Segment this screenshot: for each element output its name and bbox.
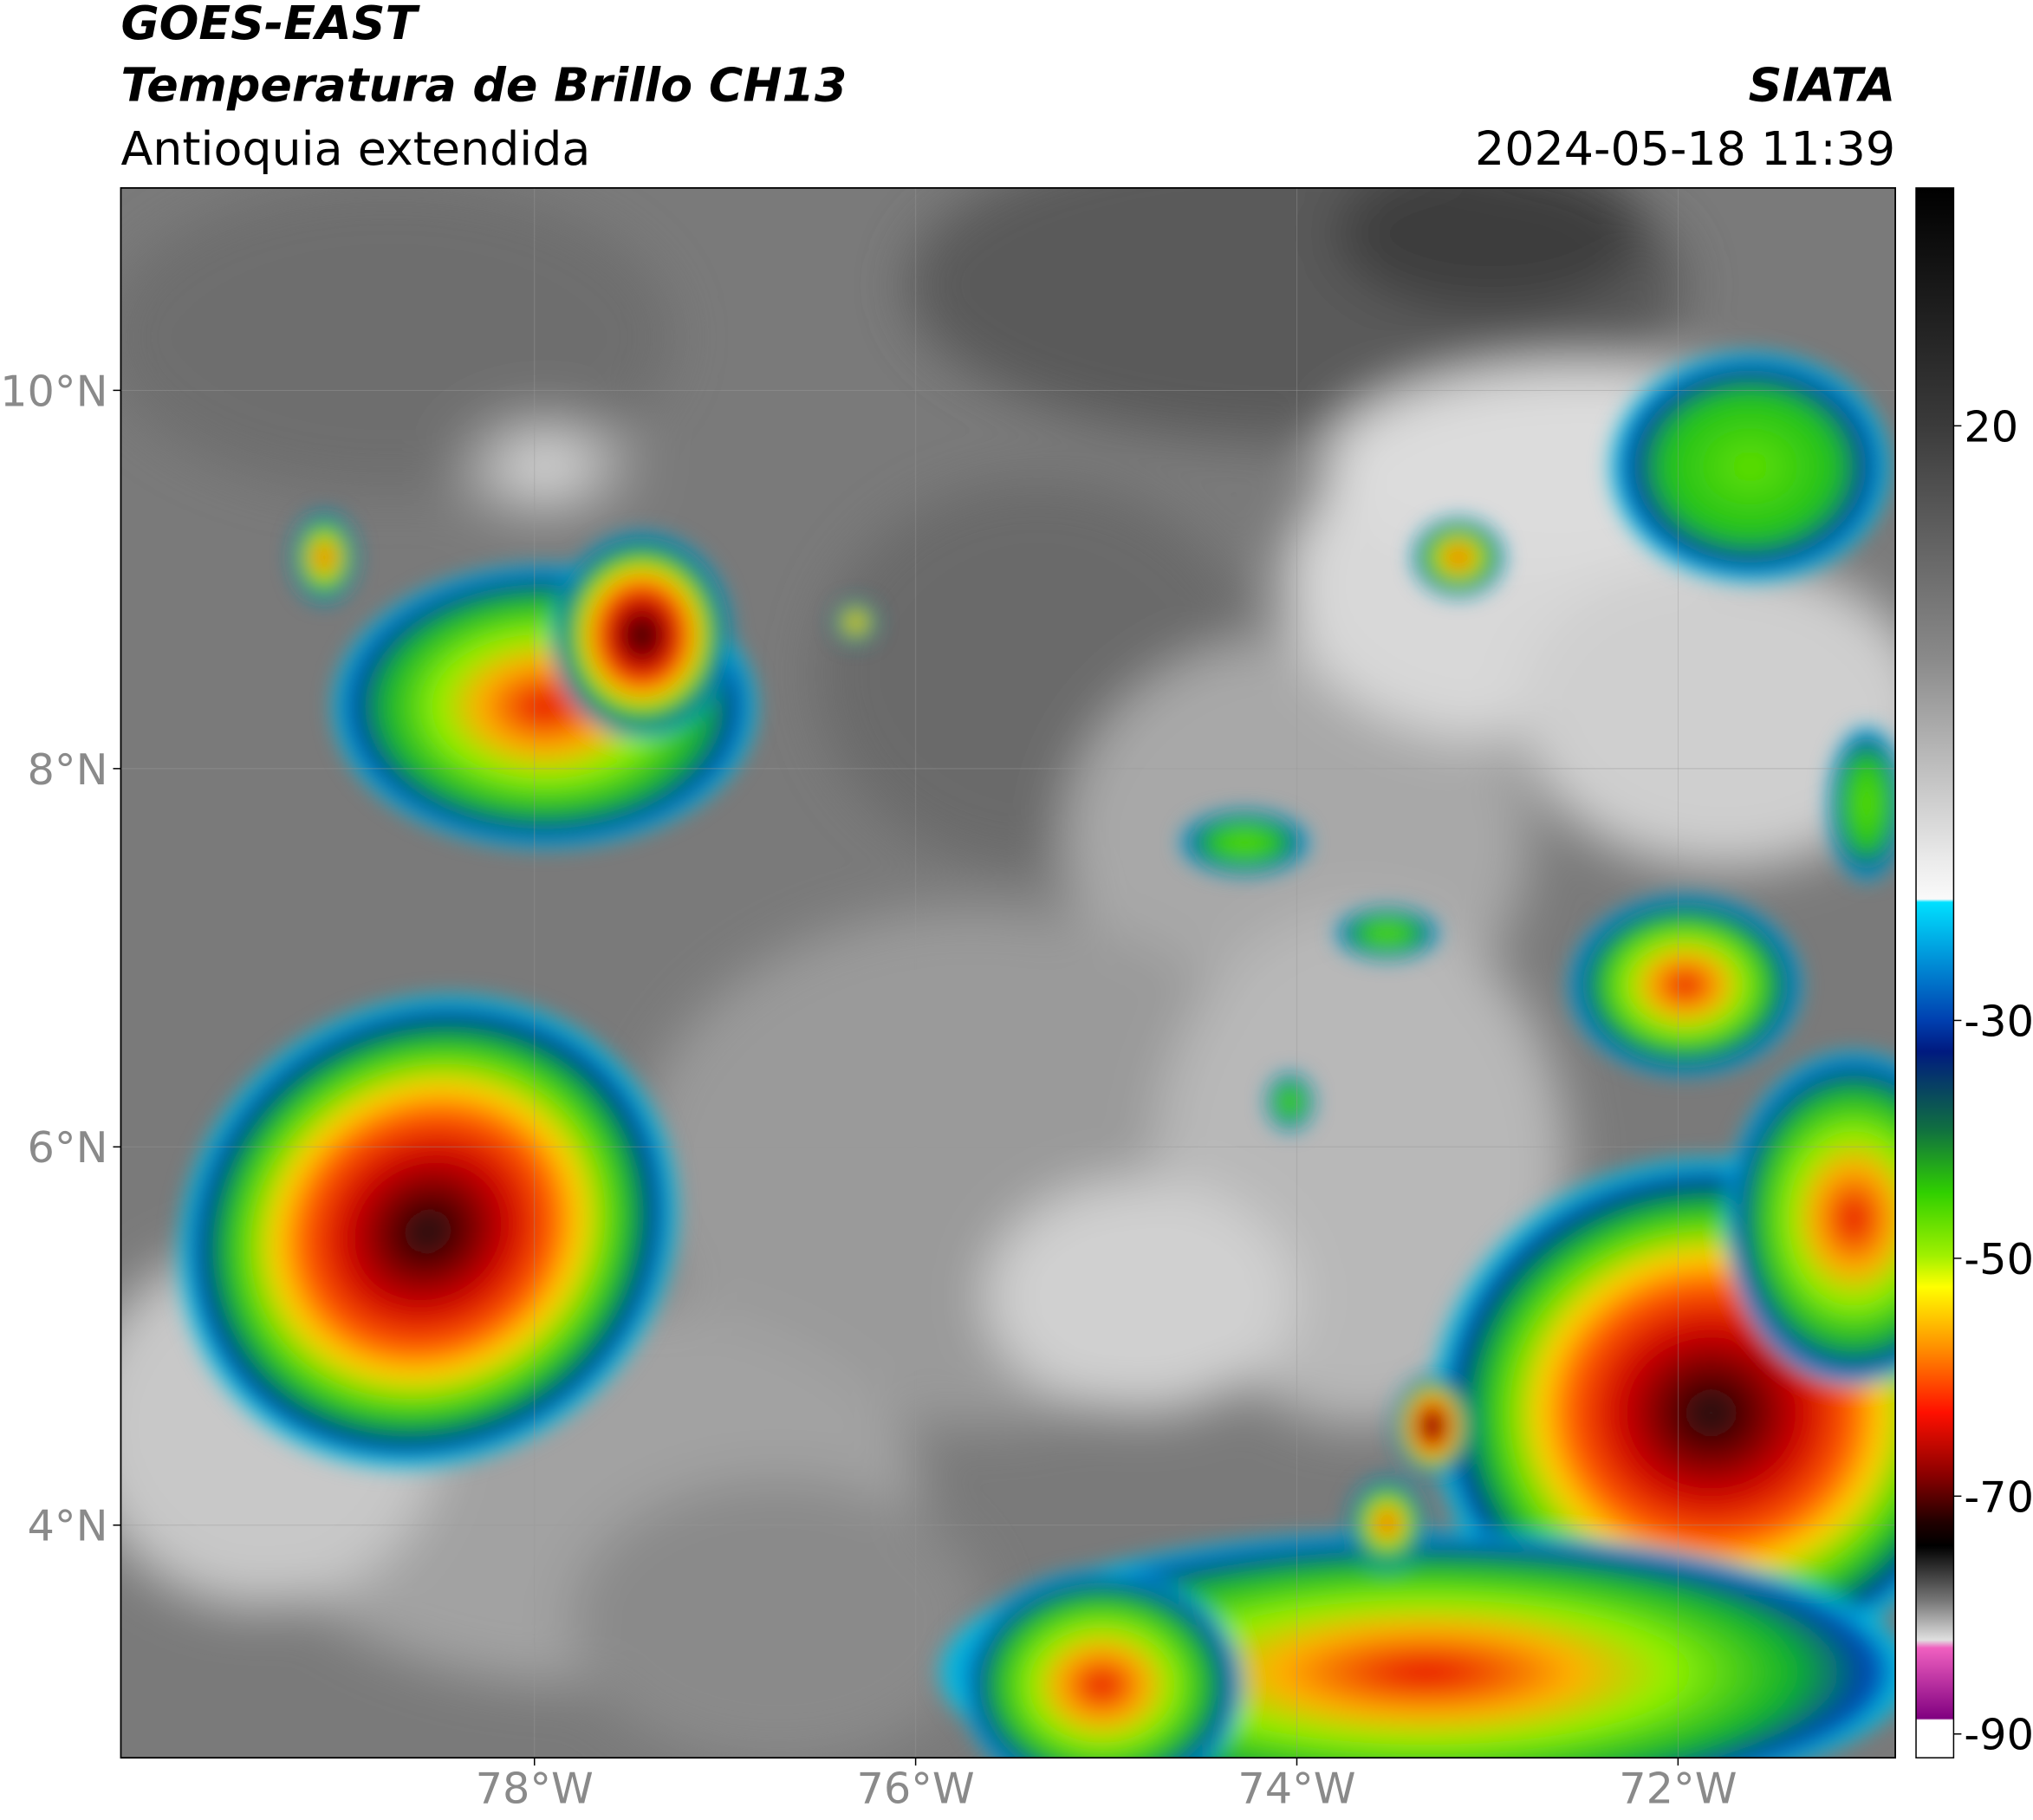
- colorbar-tick-label: -30: [1964, 996, 2033, 1046]
- map-frame: [120, 186, 1896, 1759]
- x-tick-label: 72°W: [1619, 1764, 1737, 1814]
- y-tick-label: 8°N: [28, 744, 108, 795]
- colorbar-tick-label: -50: [1964, 1234, 2033, 1284]
- subtitle: Temperatura de Brillo CH13: [120, 58, 847, 113]
- y-tick-label: 6°N: [28, 1122, 108, 1173]
- colorbar-tick-label: -90: [1964, 1710, 2033, 1760]
- x-tick-label: 78°W: [476, 1764, 594, 1814]
- timestamp: 2024-05-18 11:39: [1475, 121, 1895, 176]
- graticule: [120, 187, 1896, 1758]
- x-tick-label: 76°W: [856, 1764, 974, 1814]
- source: SIATA: [1749, 58, 1896, 113]
- colorbar: [1915, 187, 1955, 1758]
- colorbar-tick-label: -70: [1964, 1472, 2033, 1522]
- x-tick-label: 74°W: [1237, 1764, 1355, 1814]
- colorbar-tick-label: 20: [1964, 401, 2018, 452]
- y-tick-label: 10°N: [0, 366, 107, 416]
- region: Antioquia extendida: [120, 121, 590, 176]
- y-tick-label: 4°N: [28, 1501, 108, 1551]
- satellite-image: [120, 187, 1896, 1758]
- title: GOES-EAST: [120, 0, 420, 50]
